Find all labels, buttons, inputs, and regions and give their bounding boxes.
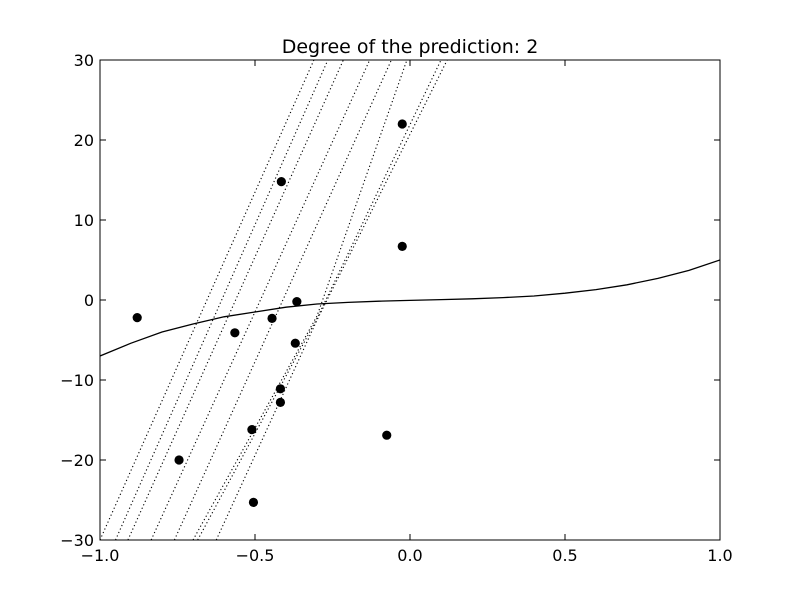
dotted-lines [100, 60, 448, 540]
x-tick-label-5: 1.0 [707, 546, 732, 565]
data-point-11 [292, 297, 302, 307]
data-point-2 [174, 455, 184, 465]
dotted-line-8 [215, 60, 448, 540]
chart-title: Degree of the prediction: 2 [282, 36, 539, 58]
y-tick-label-5: 10 [74, 211, 94, 230]
dotted-line-2 [114, 60, 329, 540]
dotted-line-4 [150, 60, 371, 540]
data-point-13 [397, 119, 407, 129]
plot-frame [99, 59, 721, 541]
dotted-line-5 [173, 60, 392, 540]
y-tick-labels: −30 −20 −10 0 10 20 30 [60, 51, 94, 550]
x-tick-label-2: −0.5 [236, 546, 275, 565]
dotted-line-7 [197, 60, 442, 540]
prediction-curve-line [100, 259, 720, 357]
x-tick-label-4: 0.5 [552, 546, 577, 565]
data-point-9 [275, 397, 286, 407]
x-tick-label-3: 0.0 [397, 546, 422, 565]
x-tick-labels: −1.0 −0.5 0.0 0.5 1.0 [81, 546, 733, 565]
y-tick-label-1: −30 [60, 531, 94, 550]
data-point-4 [247, 425, 257, 435]
prediction-curve [100, 259, 720, 357]
data-point-6 [267, 313, 277, 323]
y-tick-label-6: 20 [74, 131, 94, 150]
data-point-3 [230, 328, 240, 338]
dotted-line-3 [127, 60, 344, 540]
y-tick-label-3: −10 [60, 371, 94, 390]
data-point-8 [275, 384, 286, 394]
dotted-line-1 [100, 60, 315, 540]
y-tick-label-7: 30 [74, 51, 94, 70]
data-point-14 [397, 241, 407, 251]
data-points [132, 119, 407, 507]
data-point-12 [382, 430, 392, 440]
y-tick-label-4: 0 [84, 291, 94, 310]
data-point-5 [248, 497, 259, 507]
y-tick-label-2: −20 [60, 451, 94, 470]
data-point-10 [290, 338, 300, 348]
data-point-7 [276, 177, 286, 187]
data-point-1 [132, 313, 142, 323]
x-tick-label-1: −1.0 [81, 546, 120, 565]
